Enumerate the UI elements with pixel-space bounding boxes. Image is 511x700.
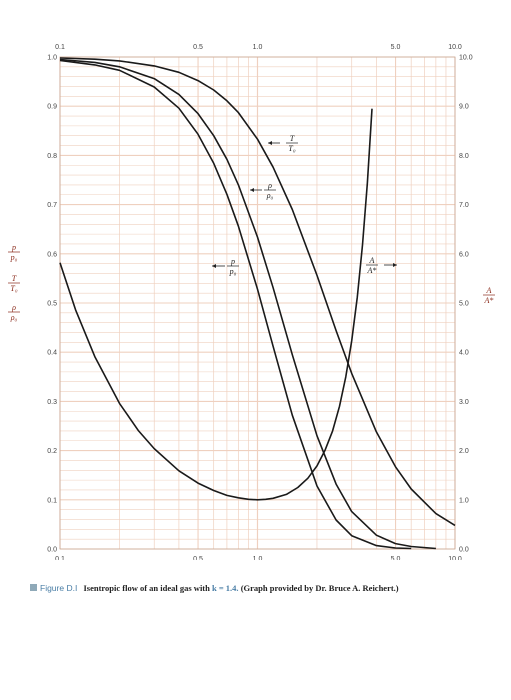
- y-tick-label-left: 0.8: [47, 153, 57, 160]
- y-tick-label-right: 8.0: [459, 153, 469, 160]
- left-axis-label-den: ρ₀: [10, 313, 18, 322]
- y-tick-label-right: 4.0: [459, 350, 469, 357]
- x-tick-label-bottom: 0.1: [55, 556, 65, 560]
- y-tick-label-left: 0.4: [47, 350, 57, 357]
- curve-annotation-num: T: [290, 134, 295, 143]
- curve-annotation-den: A*: [367, 266, 377, 275]
- annotation-arrow-head: [250, 188, 254, 192]
- figure-caption: Figure D.I Isentropic flow of an ideal g…: [30, 583, 470, 594]
- series-line: [59, 108, 373, 501]
- annotation-arrow-head: [268, 141, 272, 145]
- curve-annotation-den: p₀: [229, 267, 237, 276]
- right-axis-label-num: A: [486, 286, 492, 295]
- annotation-arrow-head: [393, 263, 397, 267]
- isentropic-flow-chart: 0.1 0.5 1.0 5.0 10.0 0.1 0.5 1.0 5.0 10.0 0.0 0.1 0.…: [8, 44, 495, 575]
- plot-frame: [59, 56, 456, 550]
- curve-annotation-num: p: [230, 257, 235, 266]
- x-tick-label-top: 10.0: [448, 44, 462, 51]
- y-tick-label-left: 0.9: [47, 104, 57, 111]
- y-tick-label-right: 1.0: [459, 497, 469, 504]
- x-tick-label-bottom: 1.0: [253, 556, 263, 560]
- y-tick-label-left: 0.7: [47, 202, 57, 209]
- caption-figure-label: Figure D.I: [40, 583, 78, 593]
- caption-text-after: (Graph provided by Dr. Bruce A. Reichert…: [240, 583, 399, 593]
- left-axis-label-den: T₀: [10, 284, 17, 293]
- y-tick-label-left: 0.6: [47, 251, 57, 258]
- x-tick-label-bottom: 0.5: [193, 556, 203, 560]
- curve-annotation-num: A: [369, 256, 375, 265]
- y-tick-label-right: 7.0: [459, 202, 469, 209]
- x-tick-label-top: 0.5: [193, 44, 203, 51]
- left-axis-label-den: p₀: [10, 253, 18, 262]
- y-tick-label-left: 0.0: [47, 547, 57, 554]
- series-line: [59, 57, 456, 527]
- y-tick-label-right: 9.0: [459, 104, 469, 111]
- curve-annotation-den: ρ₀: [266, 191, 274, 200]
- caption-k-value: k = 1.4.: [211, 583, 239, 593]
- left-axis-label-num: ρ: [11, 303, 16, 312]
- y-tick-label-right: 6.0: [459, 251, 469, 258]
- series-line: [59, 58, 436, 550]
- annotation-arrow-head: [212, 264, 216, 268]
- left-axis-label-num: p: [11, 243, 16, 252]
- caption-text-before: Isentropic flow of an ideal gas with: [83, 583, 210, 593]
- y-tick-label-left: 0.3: [47, 399, 57, 406]
- curve-annotation-num: ρ: [267, 181, 272, 190]
- y-tick-label-left: 0.1: [47, 497, 57, 504]
- curve-annotation-den: T₀: [288, 144, 295, 153]
- y-tick-label-left: 0.5: [47, 301, 57, 308]
- caption-square-icon: [30, 584, 37, 591]
- y-tick-label-left: 1.0: [47, 55, 57, 62]
- x-tick-label-top: 5.0: [391, 44, 401, 51]
- x-tick-label-bottom: 10.0: [448, 556, 462, 560]
- y-tick-label-right: 5.0: [459, 301, 469, 308]
- x-tick-label-top: 0.1: [55, 44, 65, 51]
- left-axis-label-num: T: [12, 274, 17, 283]
- x-tick-label-top: 1.0: [253, 44, 263, 51]
- y-tick-label-right: 0.0: [459, 547, 469, 554]
- x-tick-label-bottom: 5.0: [391, 556, 401, 560]
- y-tick-label-right: 3.0: [459, 399, 469, 406]
- chart-svg: 0.1 0.5 1.0 5.0 10.0 0.1 0.5 1.0 5.0 10.0 0.0 0.1 0.…: [8, 44, 495, 575]
- series-line: [59, 59, 412, 550]
- right-axis-label-den: A*: [484, 296, 494, 305]
- y-tick-label-left: 0.2: [47, 448, 57, 455]
- y-tick-label-right: 2.0: [459, 448, 469, 455]
- y-tick-label-right: 10.0: [459, 55, 473, 62]
